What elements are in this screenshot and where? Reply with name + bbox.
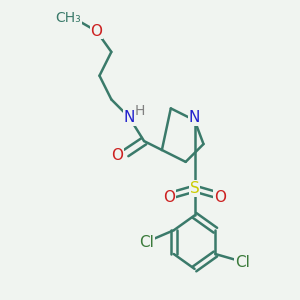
Text: N: N	[124, 110, 135, 125]
Text: N: N	[189, 110, 200, 125]
Text: CH₃: CH₃	[56, 11, 81, 25]
Text: O: O	[91, 24, 103, 39]
Text: H: H	[134, 104, 145, 118]
Text: O: O	[111, 148, 123, 164]
Text: O: O	[214, 190, 226, 205]
Text: Cl: Cl	[140, 235, 154, 250]
Text: O: O	[163, 190, 175, 205]
Text: S: S	[190, 181, 200, 196]
Text: Cl: Cl	[235, 255, 250, 270]
